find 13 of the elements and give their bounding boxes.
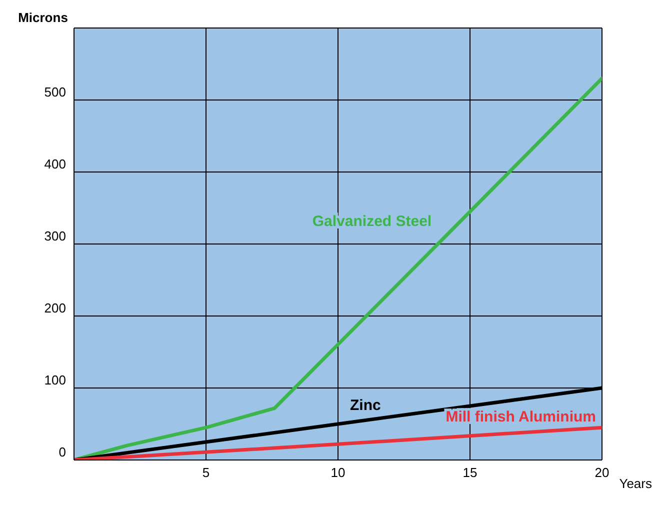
x-tick-label: 10 <box>330 465 346 480</box>
x-tick-label: 20 <box>594 465 610 480</box>
x-axis-title: Years <box>619 476 652 491</box>
y-tick-label: 300 <box>44 228 66 244</box>
y-tick-label: 100 <box>44 372 66 388</box>
y-tick-label: 0 <box>58 444 66 460</box>
y-axis-title: Microns <box>18 10 68 25</box>
x-tick-label: 15 <box>462 465 478 480</box>
series-label: Zinc <box>350 397 381 414</box>
y-tick-label: 400 <box>44 156 66 172</box>
y-tick-label: 500 <box>44 84 66 100</box>
x-tick-label: 5 <box>202 465 210 480</box>
y-tick-label: 200 <box>44 300 66 316</box>
